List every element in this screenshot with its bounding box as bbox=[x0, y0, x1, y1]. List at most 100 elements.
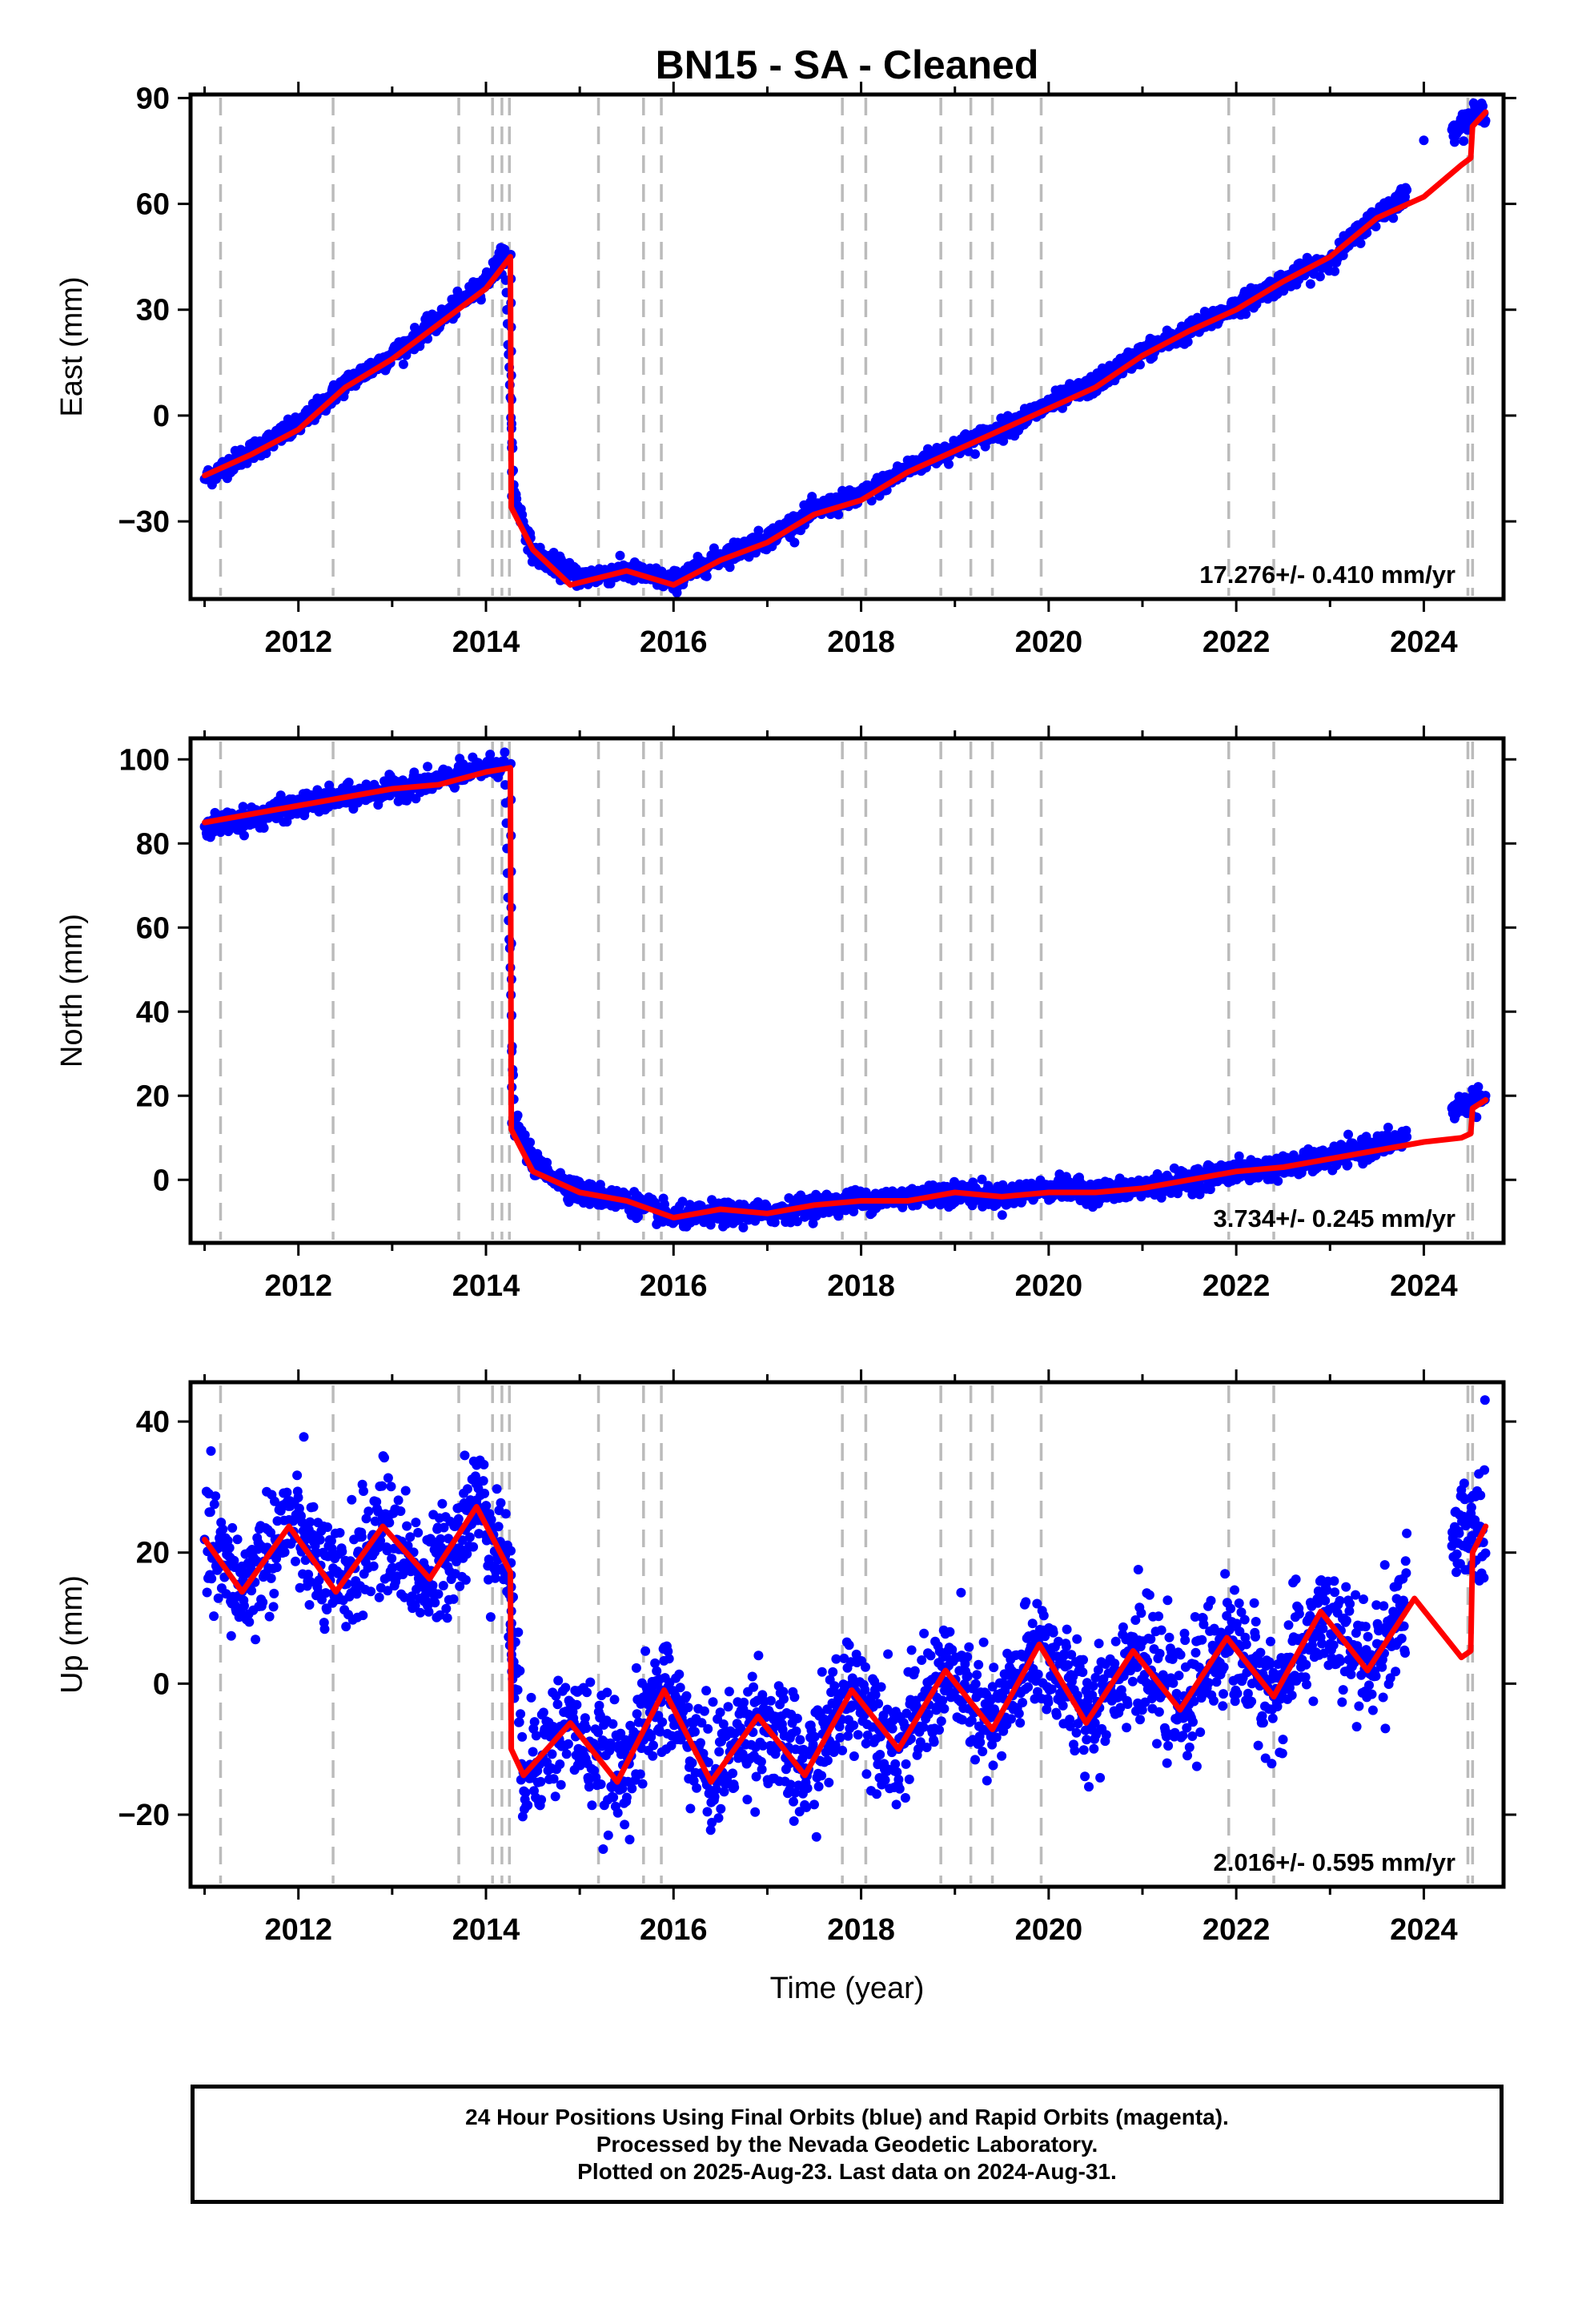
position-point bbox=[238, 802, 248, 812]
position-point bbox=[213, 1593, 223, 1603]
position-point bbox=[368, 1561, 379, 1571]
position-point bbox=[370, 1516, 380, 1526]
position-point bbox=[224, 1542, 235, 1553]
position-point bbox=[361, 1514, 371, 1524]
velocity-rate-label: 17.276+/- 0.410 mm/yr bbox=[1199, 561, 1456, 589]
position-point bbox=[807, 492, 817, 502]
position-point bbox=[1315, 271, 1325, 282]
position-point bbox=[1388, 213, 1399, 223]
position-point bbox=[396, 1506, 406, 1516]
position-point bbox=[371, 1497, 382, 1507]
position-point bbox=[997, 1210, 1007, 1220]
position-point bbox=[305, 1577, 315, 1587]
y-tick-label: −30 bbox=[118, 505, 170, 539]
position-point bbox=[449, 782, 460, 793]
position-point bbox=[239, 1601, 249, 1611]
y-tick-label: 90 bbox=[136, 82, 170, 115]
position-point bbox=[293, 1493, 303, 1502]
position-point bbox=[359, 1486, 368, 1496]
position-point bbox=[244, 1617, 255, 1627]
position-point bbox=[247, 1586, 257, 1596]
position-point bbox=[808, 1218, 818, 1228]
position-point bbox=[977, 1174, 987, 1184]
chart-title: BN15 - SA - Cleaned bbox=[656, 42, 1039, 87]
y-tick-label: 60 bbox=[136, 911, 170, 945]
position-point bbox=[366, 1586, 376, 1597]
y-tick-label: 0 bbox=[153, 400, 170, 433]
position-point bbox=[500, 248, 510, 259]
daily-position-cloud bbox=[201, 747, 1491, 1232]
x-tick-label: 2016 bbox=[640, 1269, 708, 1303]
position-point bbox=[264, 1611, 275, 1622]
position-point bbox=[291, 1556, 300, 1566]
position-point bbox=[275, 790, 286, 801]
position-point bbox=[383, 1586, 393, 1596]
position-point bbox=[753, 525, 764, 536]
x-tick-label: 2022 bbox=[1203, 625, 1271, 659]
position-point bbox=[323, 1522, 332, 1532]
x-tick-label: 2024 bbox=[1390, 1269, 1458, 1303]
position-point bbox=[701, 571, 712, 581]
position-point bbox=[202, 1587, 212, 1598]
position-point bbox=[1459, 136, 1469, 147]
velocity-rate-label: 3.734+/- 0.245 mm/yr bbox=[1214, 1204, 1456, 1232]
position-point bbox=[358, 1610, 368, 1621]
position-point bbox=[393, 1495, 404, 1506]
position-point bbox=[258, 1597, 268, 1607]
position-point bbox=[304, 1600, 315, 1610]
position-point bbox=[251, 1634, 261, 1645]
position-point bbox=[335, 1528, 345, 1538]
position-point bbox=[485, 750, 496, 760]
position-point bbox=[206, 1445, 216, 1456]
position-point bbox=[209, 1499, 219, 1510]
position-point bbox=[970, 449, 980, 459]
position-point bbox=[299, 1432, 309, 1442]
x-tick-label: 2012 bbox=[264, 625, 332, 659]
position-point bbox=[792, 1216, 802, 1227]
x-tick-label: 2020 bbox=[1015, 625, 1083, 659]
position-point bbox=[1355, 238, 1366, 248]
position-point bbox=[1383, 1122, 1393, 1132]
position-point bbox=[211, 1491, 221, 1502]
daily-position-cloud bbox=[201, 1395, 1491, 1854]
position-point bbox=[223, 1535, 233, 1546]
x-tick-label: 2018 bbox=[827, 1269, 895, 1303]
x-tick-label: 2024 bbox=[1390, 625, 1458, 659]
position-point bbox=[1419, 135, 1429, 146]
y-tick-label: 60 bbox=[136, 188, 170, 222]
position-point bbox=[341, 1622, 351, 1632]
position-point bbox=[218, 1524, 228, 1534]
position-point bbox=[1273, 1176, 1283, 1186]
plot-frame bbox=[188, 736, 1506, 1245]
position-point bbox=[1330, 266, 1340, 276]
y-tick-label: 20 bbox=[136, 1080, 170, 1113]
position-point bbox=[423, 762, 433, 772]
position-point bbox=[322, 1605, 332, 1614]
x-tick-label: 2014 bbox=[452, 625, 520, 659]
position-point bbox=[326, 1536, 336, 1546]
y-tick-label: 40 bbox=[136, 995, 170, 1029]
position-point bbox=[266, 1527, 275, 1538]
position-point bbox=[232, 1534, 243, 1545]
model-curve bbox=[202, 109, 1489, 588]
y-tick-label: 100 bbox=[119, 743, 170, 777]
position-point bbox=[351, 1589, 362, 1599]
position-point bbox=[1135, 360, 1145, 370]
position-point bbox=[386, 1482, 396, 1492]
position-point bbox=[1305, 279, 1315, 289]
position-point bbox=[375, 1535, 386, 1546]
position-point bbox=[677, 1196, 688, 1207]
position-point bbox=[520, 1130, 530, 1140]
x-tick-label: 2018 bbox=[827, 625, 895, 659]
position-point bbox=[282, 1487, 292, 1498]
position-point bbox=[738, 1222, 749, 1232]
position-point bbox=[305, 1517, 315, 1527]
position-point bbox=[784, 1193, 794, 1203]
position-point bbox=[315, 1534, 325, 1545]
position-point bbox=[300, 1555, 311, 1566]
plot-frame bbox=[188, 92, 1506, 601]
position-point bbox=[303, 1570, 314, 1579]
position-point bbox=[1473, 1082, 1484, 1092]
